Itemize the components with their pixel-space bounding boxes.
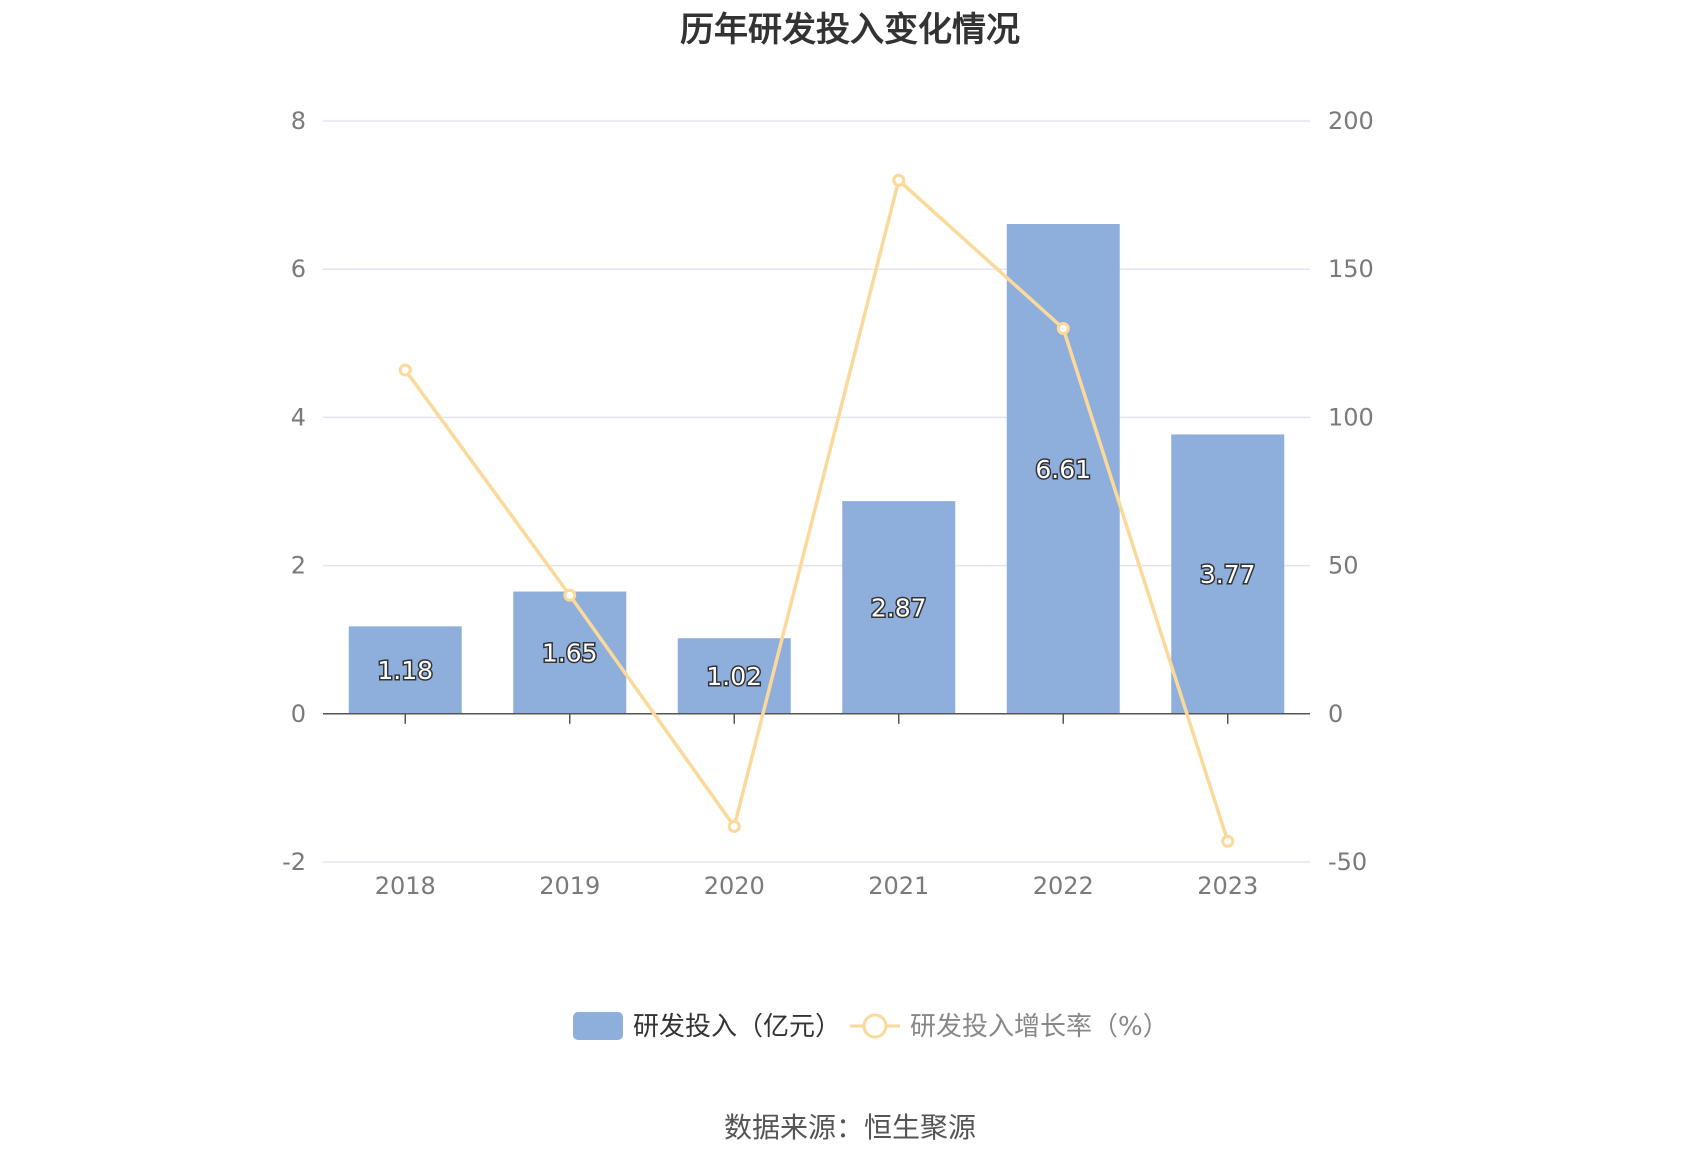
bar-data-label: 1.65 bbox=[542, 639, 598, 668]
growth-rate-point bbox=[563, 588, 577, 602]
y-right-tick-label: 0 bbox=[1328, 700, 1343, 728]
bar bbox=[348, 626, 462, 714]
x-tick-label: 2022 bbox=[1033, 872, 1094, 900]
growth-rate-point bbox=[892, 173, 906, 187]
y-left-tick-label: 8 bbox=[291, 107, 306, 135]
x-tick-label: 2021 bbox=[868, 872, 929, 900]
bar-data-label: 3.77 bbox=[1200, 560, 1256, 589]
growth-rate-point bbox=[398, 363, 412, 377]
bar-data-label: 1.02 bbox=[706, 662, 762, 691]
data-source: 数据来源：恒生聚源 bbox=[723, 1111, 976, 1144]
y-left-tick-label: 4 bbox=[291, 403, 306, 431]
x-tick-label: 2023 bbox=[1197, 872, 1258, 900]
y-left-tick-label: -2 bbox=[282, 848, 306, 876]
growth-rate-point bbox=[1221, 834, 1235, 848]
legend-bar-label: 研发投入（亿元） bbox=[633, 1012, 841, 1042]
y-left-tick-label: 0 bbox=[291, 700, 306, 728]
chart-title: 历年研发投入变化情况 bbox=[680, 10, 1020, 50]
y-left-tick-label: 6 bbox=[291, 255, 306, 283]
bar bbox=[842, 501, 956, 714]
growth-rate-point bbox=[727, 819, 741, 833]
x-tick-label: 2018 bbox=[375, 872, 436, 900]
bar-data-label: 2.87 bbox=[871, 593, 927, 622]
legend-line-marker bbox=[862, 1013, 888, 1039]
bar-data-label: 6.61 bbox=[1035, 455, 1091, 484]
y-right-tick-label: 100 bbox=[1328, 403, 1374, 431]
y-right-tick-label: 200 bbox=[1328, 107, 1374, 135]
y-left-tick-label: 2 bbox=[291, 552, 306, 580]
legend-bar-swatch bbox=[573, 1012, 623, 1040]
x-tick-label: 2019 bbox=[539, 872, 600, 900]
y-right-tick-label: 150 bbox=[1328, 255, 1374, 283]
x-tick-label: 2020 bbox=[704, 872, 765, 900]
bar bbox=[1006, 223, 1120, 714]
growth-rate-point bbox=[1056, 321, 1070, 335]
bar bbox=[513, 591, 627, 714]
legend-line-label: 研发投入增长率（%） bbox=[910, 1012, 1169, 1042]
bar bbox=[1171, 434, 1285, 714]
y-right-tick-label: -50 bbox=[1328, 848, 1367, 876]
bar-data-label: 1.18 bbox=[377, 656, 433, 685]
y-right-tick-label: 50 bbox=[1328, 552, 1359, 580]
growth-rate-line bbox=[403, 177, 1230, 842]
